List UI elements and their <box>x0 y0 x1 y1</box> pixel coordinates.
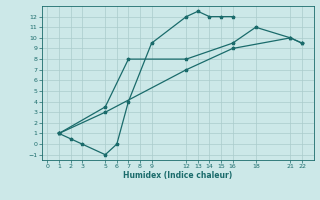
X-axis label: Humidex (Indice chaleur): Humidex (Indice chaleur) <box>123 171 232 180</box>
